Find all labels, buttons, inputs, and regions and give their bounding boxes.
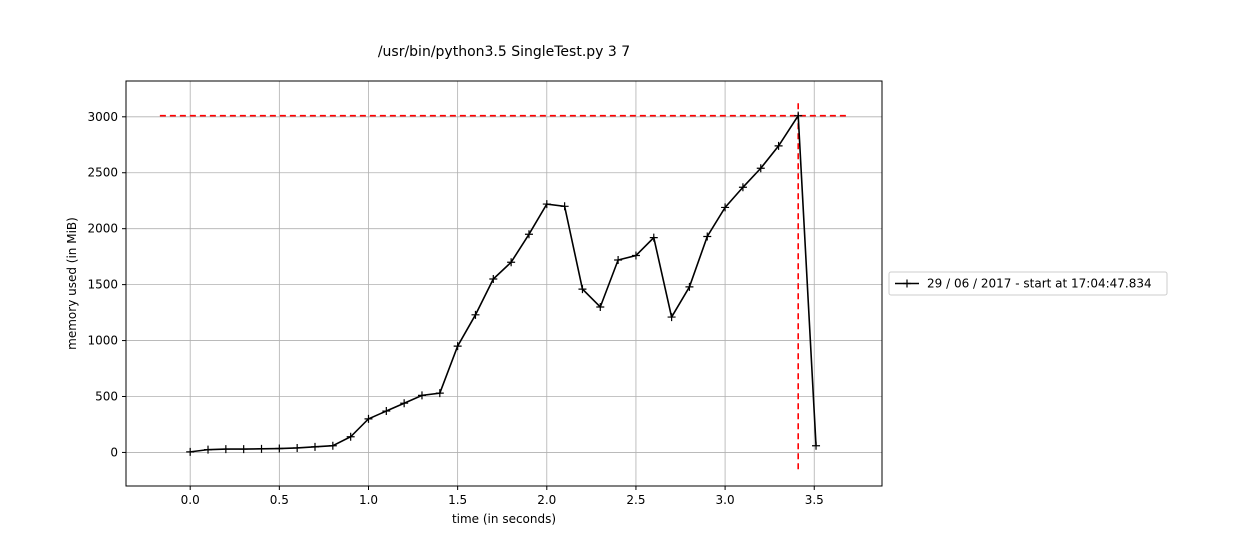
grid xyxy=(126,81,882,486)
data-point-marker xyxy=(275,444,284,453)
data-point-marker xyxy=(382,407,391,416)
legend-box xyxy=(888,271,1168,296)
data-point-marker xyxy=(721,203,730,212)
y-tick-label: 2500 xyxy=(87,166,118,180)
data-point-marker xyxy=(596,302,605,311)
data-point-marker xyxy=(794,111,803,120)
data-point-marker xyxy=(756,164,765,173)
data-point-marker xyxy=(257,444,266,453)
y-tick-label: 3000 xyxy=(87,110,118,124)
series-layer xyxy=(186,111,821,456)
data-point-marker xyxy=(435,389,444,398)
data-point-marker xyxy=(738,183,747,192)
data-point-marker xyxy=(489,275,498,284)
data-point-marker xyxy=(631,251,640,260)
x-tick-label: 2.0 xyxy=(537,493,556,507)
data-point-marker xyxy=(524,230,533,239)
data-point-marker xyxy=(471,310,480,319)
data-point-marker xyxy=(328,441,337,450)
annotations xyxy=(159,100,849,470)
x-tick-label: 3.0 xyxy=(716,493,735,507)
data-point-marker xyxy=(204,445,213,454)
data-point-marker xyxy=(614,256,623,265)
data-point-marker xyxy=(774,141,783,150)
x-tick-label: 3.5 xyxy=(805,493,824,507)
legend: 29 / 06 / 2017 - start at 17:04:47.834 xyxy=(888,271,1168,296)
data-point-marker xyxy=(649,233,658,242)
x-axis-label: time (in seconds) xyxy=(452,512,556,526)
data-point-marker xyxy=(239,445,248,454)
data-point-marker xyxy=(812,441,821,450)
plot-frame xyxy=(125,80,883,487)
y-tick-label: 2000 xyxy=(87,222,118,236)
y-axis-ticks: 0 500 1000 1500 2000 2500 3000 xyxy=(87,110,126,459)
data-point-marker xyxy=(507,258,516,267)
data-point-marker xyxy=(186,447,195,456)
x-axis-ticks: 0.0 0.5 1.0 1.5 2.0 2.5 3.0 3.5 xyxy=(181,486,824,507)
data-point-marker xyxy=(311,442,319,451)
x-tick-label: 1.5 xyxy=(448,493,467,507)
legend-plus-marker-icon xyxy=(903,279,911,288)
data-point-marker xyxy=(667,313,676,322)
data-point-marker xyxy=(400,399,409,408)
x-tick-label: 0.0 xyxy=(181,493,200,507)
x-tick-label: 0.5 xyxy=(270,493,289,507)
legend-entry-label: 29 / 06 / 2017 - start at 17:04:47.834 xyxy=(927,277,1152,291)
chart-title: /usr/bin/python3.5 SingleTest.py 3 7 xyxy=(378,44,630,60)
data-point-marker xyxy=(453,342,462,351)
data-point-marker xyxy=(293,443,302,452)
x-tick-label: 2.5 xyxy=(626,493,645,507)
y-tick-label: 0 xyxy=(110,445,118,459)
data-point-marker xyxy=(685,282,694,291)
data-point-marker xyxy=(560,202,569,211)
y-axis-label: memory used (in MiB) xyxy=(65,217,79,350)
data-point-marker xyxy=(417,391,426,400)
data-point-marker xyxy=(703,232,712,241)
data-point-marker xyxy=(221,445,230,454)
data-point-marker xyxy=(578,285,587,294)
y-tick-label: 1000 xyxy=(87,334,118,348)
data-point-marker xyxy=(346,432,355,441)
y-tick-label: 500 xyxy=(95,389,118,403)
data-point-marker xyxy=(364,414,373,423)
data-point-marker xyxy=(542,200,551,209)
y-tick-label: 1500 xyxy=(87,278,118,292)
series-line xyxy=(190,113,817,453)
x-tick-label: 1.0 xyxy=(359,493,378,507)
